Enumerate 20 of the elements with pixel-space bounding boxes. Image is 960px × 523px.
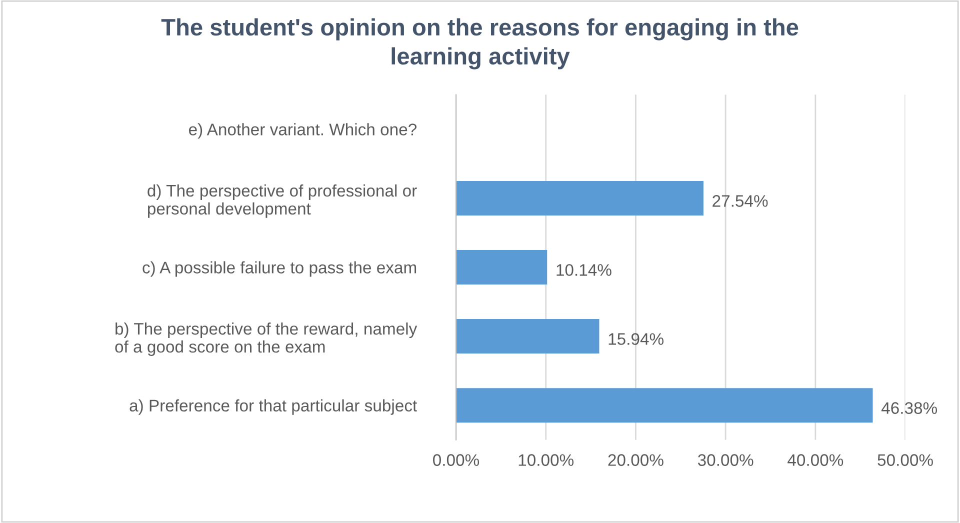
bar xyxy=(456,250,548,285)
x-tick-label: 0.00% xyxy=(433,454,480,466)
data-label: 46.38% xyxy=(881,402,938,414)
x-tick-label: 50.00% xyxy=(878,454,933,466)
y-tick-label: e) Another variant. Which one? xyxy=(189,123,417,139)
data-label: 27.54% xyxy=(712,195,768,207)
y-tick-label: b) The perspective of the reward, namely of a good score on the exam xyxy=(115,322,418,356)
data-label: 10.14% xyxy=(556,264,612,276)
bar xyxy=(456,319,600,354)
x-tick-label: 30.00% xyxy=(698,454,754,466)
x-tick-label: 40.00% xyxy=(788,454,844,466)
y-tick-label: a) Preference for that particular subject xyxy=(130,399,418,415)
y-tick-label: c) A possible failure to pass the exam xyxy=(142,261,416,277)
y-tick-label: d) The perspective of professional or personal development xyxy=(148,184,417,218)
chart-title: The student's opinion on the reasons for engaging in the learning activity xyxy=(161,18,798,70)
bar xyxy=(456,388,873,423)
bar xyxy=(456,180,704,216)
data-label: 15.94% xyxy=(608,333,664,345)
x-tick-label: 10.00% xyxy=(518,454,574,466)
x-tick-label: 20.00% xyxy=(608,454,664,466)
